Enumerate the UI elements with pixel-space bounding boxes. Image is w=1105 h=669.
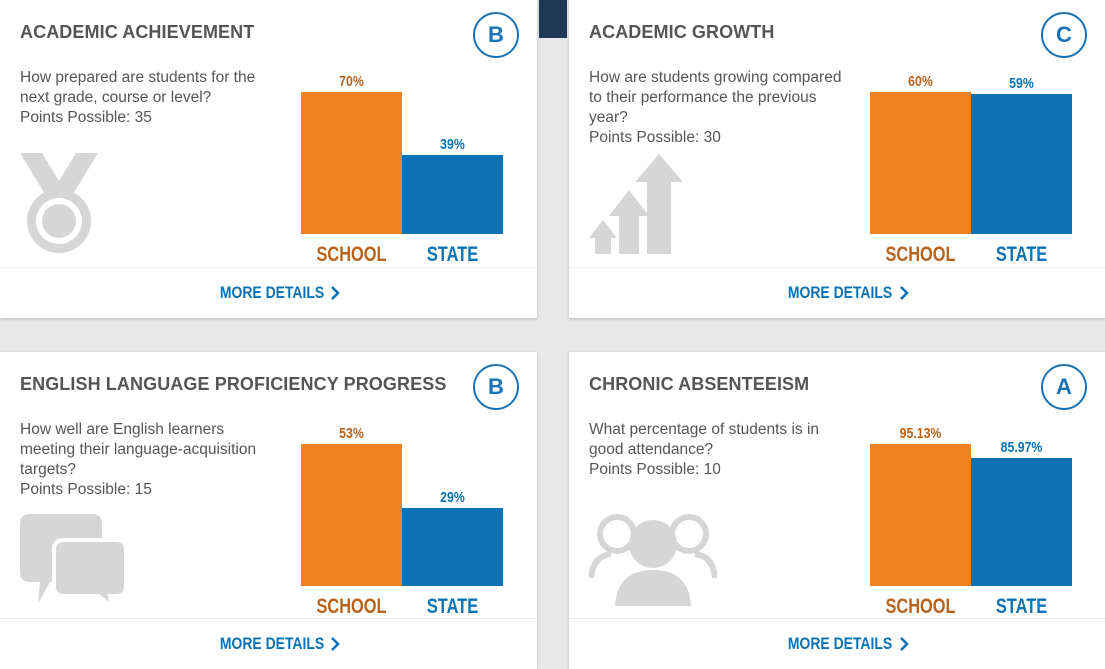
more-details-label: MORE DETAILS bbox=[219, 634, 325, 653]
state-category-label: STATE bbox=[426, 595, 479, 618]
state-value-label: 39% bbox=[440, 136, 465, 153]
bar-state bbox=[971, 458, 1072, 586]
question-text: How are students growing compared to the… bbox=[589, 69, 842, 126]
school-value-label: 53% bbox=[339, 425, 364, 442]
more-details-link[interactable]: MORE DETAILS bbox=[197, 634, 340, 654]
header-edge bbox=[539, 0, 567, 38]
card-academic-achievement: ACADEMIC ACHIEVEMENT B How prepared are … bbox=[0, 0, 537, 318]
grade-badge: A bbox=[1041, 364, 1087, 410]
bar-school bbox=[301, 444, 402, 586]
school-value-label: 60% bbox=[908, 73, 933, 90]
more-details-label: MORE DETAILS bbox=[788, 634, 893, 653]
bar-state bbox=[402, 155, 503, 234]
card-title: CHRONIC ABSENTEEISM bbox=[589, 374, 810, 394]
card-question: How prepared are students for the next g… bbox=[20, 68, 276, 128]
points-possible: Points Possible: 15 bbox=[20, 481, 152, 498]
card-english-language-proficiency: ENGLISH LANGUAGE PROFICIENCY PROGRESS B … bbox=[0, 352, 537, 669]
card-question: What percentage of students is in good a… bbox=[589, 420, 845, 480]
card-footer: MORE DETAILS bbox=[569, 618, 1105, 669]
bar-chart: 95.13% 85.97% SCHOOL STATE bbox=[870, 422, 1072, 627]
bar-school bbox=[870, 92, 971, 234]
bar-state bbox=[971, 94, 1072, 234]
state-value-label: 59% bbox=[1009, 75, 1034, 92]
chevron-right-icon bbox=[331, 286, 340, 300]
state-category-label: STATE bbox=[995, 595, 1048, 618]
growth-arrows-icon bbox=[589, 154, 683, 254]
more-details-link[interactable]: MORE DETAILS bbox=[197, 283, 340, 303]
people-group-icon bbox=[589, 514, 717, 606]
bar-chart: 53% 29% SCHOOL STATE bbox=[301, 422, 503, 627]
card-question: How are students growing compared to the… bbox=[589, 68, 845, 148]
speech-bubbles-icon bbox=[20, 514, 126, 606]
bar-school bbox=[870, 444, 971, 586]
grade-badge: B bbox=[473, 12, 519, 58]
card-footer: MORE DETAILS bbox=[0, 267, 537, 318]
state-value-label: 85.97% bbox=[1000, 439, 1043, 456]
bar-state bbox=[402, 508, 503, 586]
card-footer: MORE DETAILS bbox=[0, 618, 537, 669]
school-category-label: SCHOOL bbox=[316, 595, 387, 618]
more-details-link[interactable]: MORE DETAILS bbox=[765, 634, 909, 654]
more-details-link[interactable]: MORE DETAILS bbox=[765, 283, 909, 303]
state-category-label: STATE bbox=[426, 243, 479, 266]
school-value-label: 70% bbox=[339, 73, 364, 90]
card-academic-growth: ACADEMIC GROWTH C How are students growi… bbox=[569, 0, 1105, 318]
card-footer: MORE DETAILS bbox=[569, 267, 1105, 318]
grade-badge: C bbox=[1041, 12, 1087, 58]
medal-icon bbox=[20, 153, 98, 253]
grade-badge: B bbox=[473, 364, 519, 410]
points-possible: Points Possible: 30 bbox=[589, 129, 721, 146]
school-category-label: SCHOOL bbox=[885, 595, 956, 618]
card-title: ACADEMIC GROWTH bbox=[589, 22, 775, 42]
chevron-right-icon bbox=[899, 637, 909, 651]
question-text: How well are English learners meeting th… bbox=[20, 421, 257, 478]
question-text: What percentage of students is in good a… bbox=[589, 421, 820, 458]
card-chronic-absenteeism: CHRONIC ABSENTEEISM A What percentage of… bbox=[569, 352, 1105, 669]
more-details-label: MORE DETAILS bbox=[788, 283, 893, 302]
points-possible: Points Possible: 10 bbox=[589, 461, 721, 478]
chevron-right-icon bbox=[899, 286, 909, 300]
bar-chart: 70% 39% SCHOOL STATE bbox=[301, 70, 503, 275]
chevron-right-icon bbox=[331, 637, 340, 651]
state-value-label: 29% bbox=[440, 489, 465, 506]
points-possible: Points Possible: 35 bbox=[20, 109, 152, 126]
school-category-label: SCHOOL bbox=[316, 243, 387, 266]
card-title: ACADEMIC ACHIEVEMENT bbox=[20, 22, 255, 42]
school-category-label: SCHOOL bbox=[885, 243, 956, 266]
card-question: How well are English learners meeting th… bbox=[20, 420, 276, 500]
school-value-label: 95.13% bbox=[899, 425, 942, 442]
state-category-label: STATE bbox=[995, 243, 1048, 266]
card-title: ENGLISH LANGUAGE PROFICIENCY PROGRESS bbox=[20, 374, 447, 394]
more-details-label: MORE DETAILS bbox=[219, 283, 325, 302]
bar-school bbox=[301, 92, 402, 234]
bar-chart: 60% 59% SCHOOL STATE bbox=[870, 70, 1072, 275]
question-text: How prepared are students for the next g… bbox=[20, 69, 256, 106]
